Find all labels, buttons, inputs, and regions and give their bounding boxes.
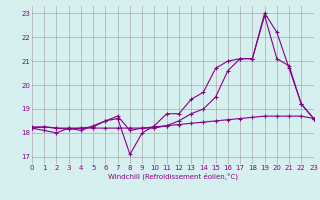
- X-axis label: Windchill (Refroidissement éolien,°C): Windchill (Refroidissement éolien,°C): [108, 173, 238, 180]
